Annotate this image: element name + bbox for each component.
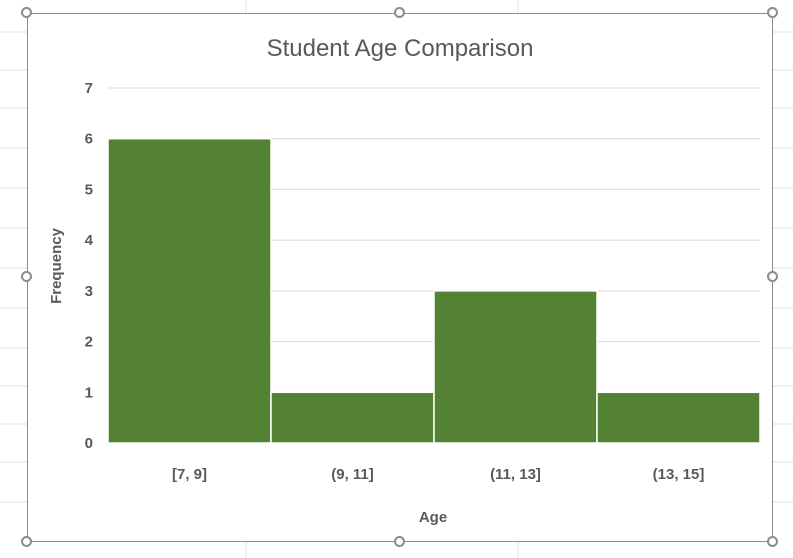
- y-tick-label: 2: [85, 334, 93, 351]
- resize-handle-bottom-center[interactable]: [394, 536, 405, 547]
- x-axis-title: Age: [419, 509, 447, 526]
- resize-handle-middle-right[interactable]: [767, 271, 778, 282]
- resize-handle-top-center[interactable]: [394, 7, 405, 18]
- x-axis-ticks: [7, 9] (9, 11] (11, 13] (13, 15]: [172, 466, 704, 483]
- y-tick-label: 4: [85, 232, 94, 249]
- resize-handle-bottom-left[interactable]: [21, 536, 32, 547]
- y-tick-label: 5: [85, 181, 93, 198]
- y-tick-label: 0: [85, 435, 93, 452]
- bar-2[interactable]: [270, 391, 435, 444]
- y-tick-label: 1: [85, 384, 93, 401]
- y-tick-label: 7: [85, 80, 93, 97]
- y-axis-title: Frequency: [48, 227, 65, 304]
- y-tick-label: 3: [85, 283, 93, 300]
- bars: [107, 137, 761, 444]
- bar-1[interactable]: [107, 137, 272, 444]
- x-tick-label: (13, 15]: [653, 466, 705, 483]
- bar-3[interactable]: [433, 290, 598, 444]
- x-tick-label: (9, 11]: [331, 466, 374, 483]
- resize-handle-top-right[interactable]: [767, 7, 778, 18]
- resize-handle-top-left[interactable]: [21, 7, 32, 18]
- resize-handle-bottom-right[interactable]: [767, 536, 778, 547]
- x-tick-label: [7, 9]: [172, 466, 207, 483]
- chart-title: Student Age Comparison: [267, 35, 534, 62]
- y-tick-label: 6: [85, 131, 93, 148]
- x-tick-label: (11, 13]: [490, 466, 541, 483]
- y-axis-ticks: 0 1 2 3 4 5 6 7: [85, 80, 94, 452]
- resize-handle-middle-left[interactable]: [21, 271, 32, 282]
- bar-4[interactable]: [596, 391, 761, 444]
